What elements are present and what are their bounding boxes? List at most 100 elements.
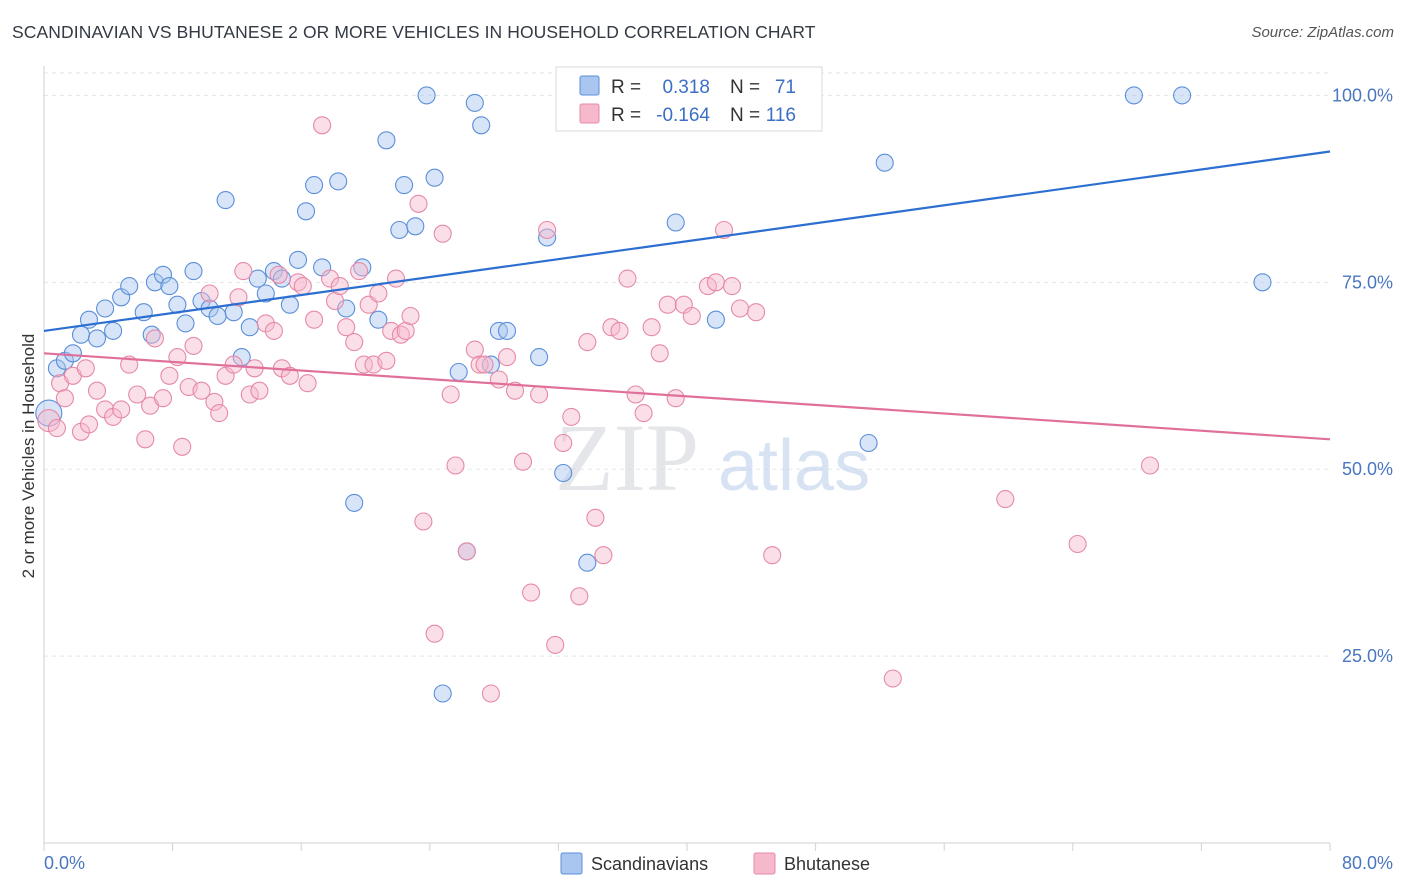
point-bhutanese (55, 389, 74, 408)
point-scandinavians (248, 269, 267, 288)
legend-r-label-2: R = (611, 105, 641, 126)
watermark-atlas: atlas (718, 426, 870, 506)
point-bhutanese (682, 306, 701, 326)
legend-r-value-2: -0.164 (656, 105, 710, 126)
point-bhutanese (883, 669, 902, 688)
point-scandinavians (345, 493, 364, 512)
point-scandinavians (96, 299, 115, 318)
point-bhutanese (570, 587, 589, 606)
point-scandinavians (497, 321, 517, 340)
point-scandinavians (1173, 86, 1192, 105)
point-bhutanese (714, 220, 734, 240)
point-bhutanese (562, 407, 581, 426)
point-scandinavians (472, 116, 491, 135)
point-scandinavians (530, 348, 549, 367)
point-scandinavians (417, 86, 436, 105)
point-scandinavians (1253, 273, 1272, 292)
point-bhutanese (489, 370, 508, 389)
point-scandinavians (256, 284, 275, 303)
point-bhutanese (594, 546, 613, 565)
point-bhutanese (337, 318, 356, 337)
point-bhutanese (321, 269, 340, 288)
legend-r-label-1: R = (611, 77, 641, 98)
y-tick-label: 75.0% (1342, 272, 1393, 292)
point-bhutanese (409, 194, 428, 213)
point-bhutanese (298, 374, 317, 393)
point-scandinavians (706, 310, 725, 329)
point-bhutanese (184, 336, 203, 355)
y-tick-label: 100.0% (1332, 85, 1393, 105)
point-bhutanese (153, 389, 173, 408)
point-scandinavians (288, 250, 308, 269)
legend-n-label-2: N = (730, 105, 760, 126)
point-bhutanese (586, 508, 605, 527)
point-scandinavians (554, 463, 573, 483)
legend-swatch-bhutanese (579, 103, 600, 124)
point-scandinavians (160, 277, 179, 296)
trend-line-bhutanese (43, 352, 1331, 441)
point-scandinavians (538, 228, 557, 247)
point-bhutanese (210, 404, 229, 423)
point-bhutanese (538, 220, 557, 240)
point-bhutanese (530, 385, 549, 404)
point-bhutanese (475, 355, 494, 374)
point-bhutanese (200, 284, 219, 303)
point-bhutanese (1140, 456, 1160, 475)
point-bhutanese (578, 333, 597, 352)
point-scandinavians (425, 168, 444, 187)
point-bhutanese (505, 381, 525, 400)
point-scandinavians (1124, 86, 1143, 105)
point-scandinavians (406, 217, 425, 236)
point-bhutanese (192, 381, 211, 400)
y-axis-label: 2 or more Vehicles in Household (19, 334, 38, 579)
chart-title: SCANDINAVIAN VS BHUTANESE 2 OR MORE VEHI… (12, 22, 816, 42)
legend-n-label-1: N = (730, 77, 760, 98)
point-scandinavians (240, 318, 259, 337)
point-bhutanese (433, 224, 452, 243)
point-bhutanese (618, 269, 637, 288)
point-bhutanese (650, 344, 669, 363)
y-tick-label: 50.0% (1342, 459, 1393, 479)
point-bhutanese (269, 265, 288, 284)
point-scandinavians (449, 362, 468, 382)
point-bhutanese (425, 624, 444, 643)
point-bhutanese (293, 277, 312, 296)
point-scandinavians (390, 220, 409, 240)
point-bhutanese (229, 288, 248, 307)
point-bhutanese (79, 415, 99, 434)
point-bhutanese (240, 385, 259, 404)
point-bhutanese (554, 433, 573, 453)
point-bhutanese (136, 430, 155, 449)
point-bhutanese (546, 635, 565, 654)
point-bhutanese (610, 321, 629, 340)
point-scandinavians (153, 265, 173, 284)
point-bhutanese (414, 512, 433, 531)
point-scandinavians (395, 176, 414, 195)
point-bhutanese (264, 321, 283, 340)
point-scandinavians (296, 202, 316, 221)
point-bhutanese (457, 542, 476, 561)
point-scandinavians (184, 262, 203, 281)
point-scandinavians (71, 325, 91, 344)
y-tick-label: 25.0% (1342, 646, 1393, 666)
point-scandinavians (120, 277, 139, 296)
point-scandinavians (369, 310, 388, 329)
point-bhutanese (160, 366, 179, 385)
point-bhutanese (354, 355, 373, 374)
point-scandinavians (63, 344, 82, 363)
legend-n-value-2: 116 (766, 105, 796, 126)
point-scandinavians (666, 213, 685, 232)
point-bhutanese (465, 340, 484, 359)
point-bhutanese (658, 295, 677, 314)
point-bhutanese (1068, 534, 1087, 554)
point-bhutanese (76, 359, 95, 378)
point-bhutanese (666, 389, 685, 408)
point-bhutanese (47, 419, 66, 438)
point-bhutanese (145, 329, 164, 348)
point-scandinavians (337, 299, 356, 318)
trend-line-scandinavians (43, 150, 1331, 333)
point-bhutanese (250, 381, 269, 400)
point-scandinavians (176, 314, 195, 333)
axes: 0.0% 80.0% (43, 66, 1393, 873)
